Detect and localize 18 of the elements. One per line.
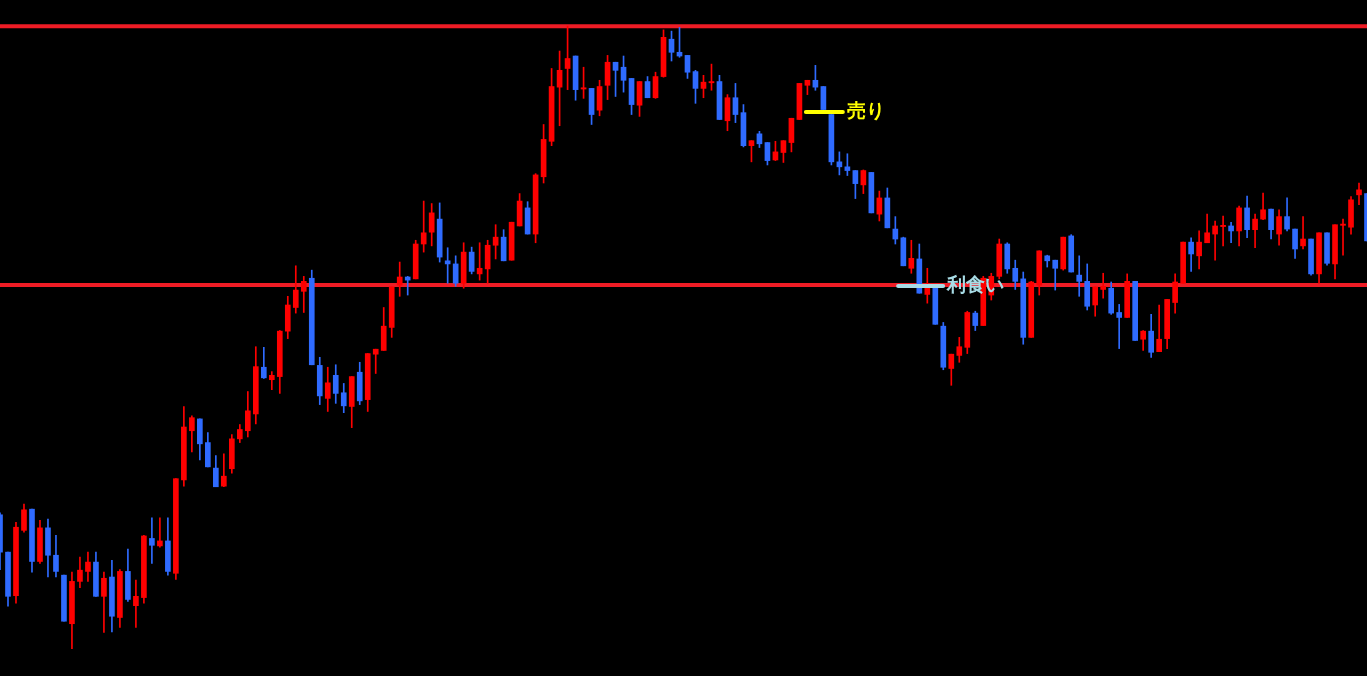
annotation: 売り: [846, 98, 885, 121]
candlestick: [1212, 220, 1218, 261]
candlestick: [1356, 182, 1362, 206]
candlestick: [1340, 218, 1346, 256]
candlestick: [1220, 215, 1226, 247]
candlestick: [444, 247, 451, 284]
candlestick: [133, 579, 139, 628]
candlestick: [372, 348, 379, 374]
candlestick: [1300, 216, 1306, 250]
candlestick: [420, 200, 427, 253]
candlestick: [1076, 255, 1083, 297]
candlestick: [1100, 272, 1107, 299]
candlestick: [149, 517, 155, 564]
candlestick: [1116, 304, 1123, 349]
candlestick: [1228, 221, 1234, 244]
candlestick: [268, 371, 275, 390]
candlestick: [157, 517, 163, 548]
candlestick: [396, 261, 403, 297]
